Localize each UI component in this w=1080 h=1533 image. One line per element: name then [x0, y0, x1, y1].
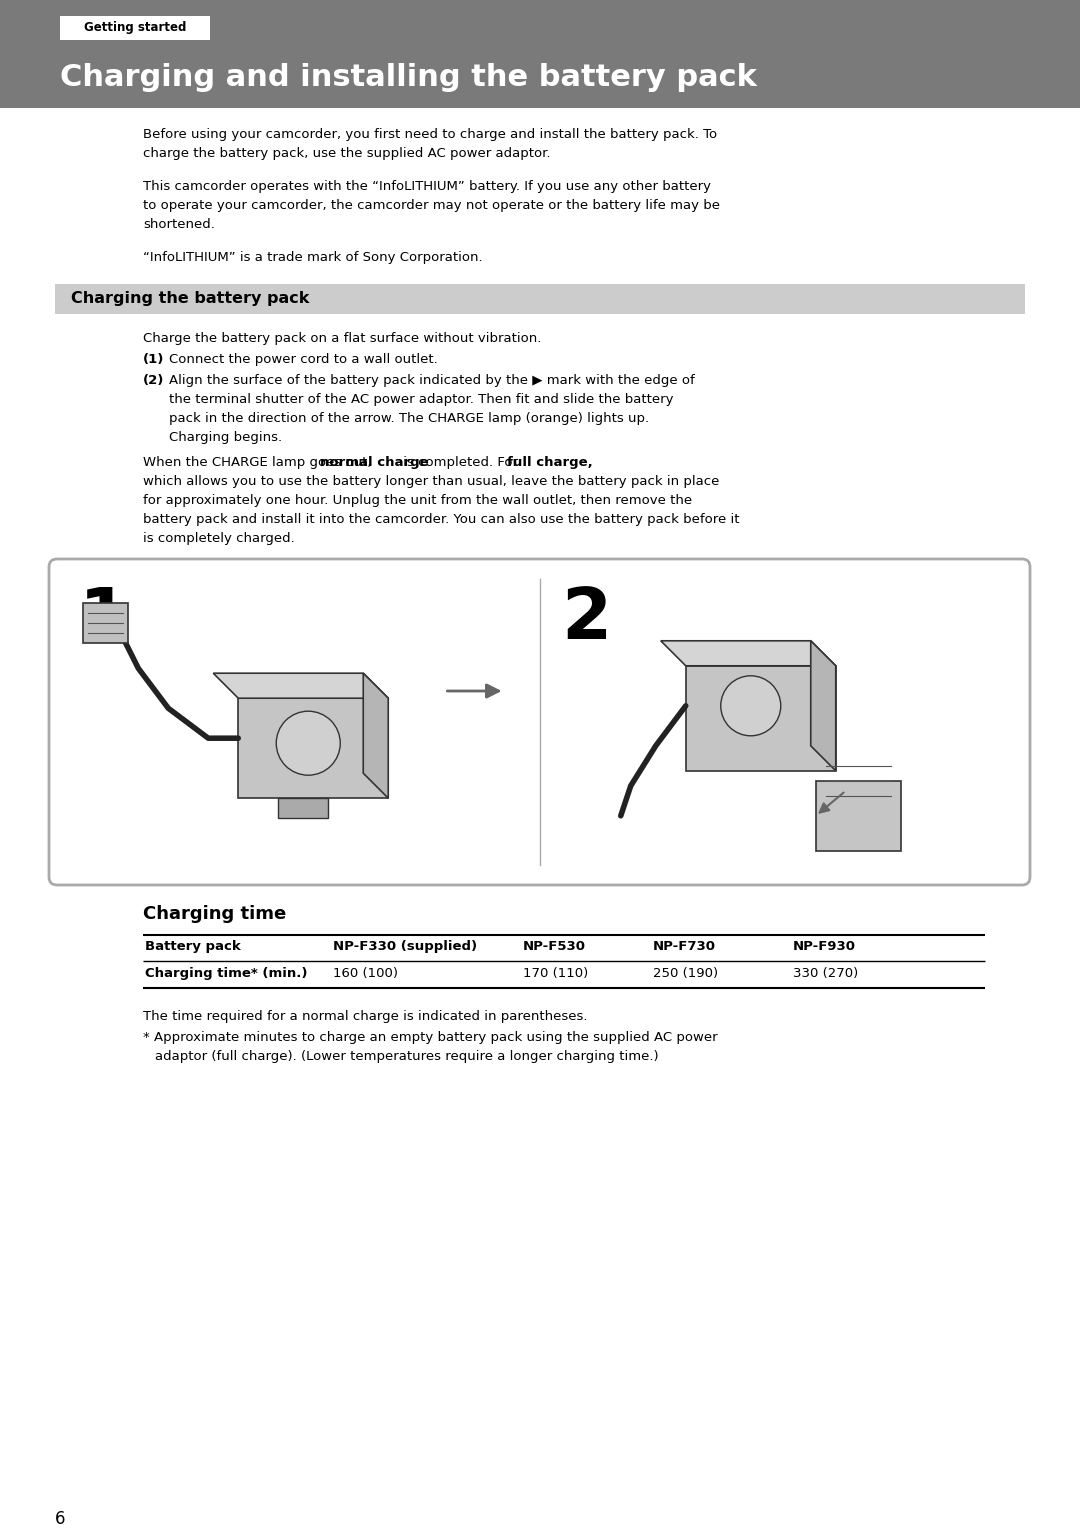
Text: 6: 6: [55, 1510, 66, 1528]
Text: Battery pack: Battery pack: [145, 940, 241, 954]
Text: Charging begins.: Charging begins.: [168, 431, 282, 445]
Text: is completed. For: is completed. For: [399, 455, 523, 469]
Text: pack in the direction of the arrow. The CHARGE lamp (orange) lights up.: pack in the direction of the arrow. The …: [168, 412, 649, 425]
Polygon shape: [279, 799, 328, 819]
Text: NP-F930: NP-F930: [793, 940, 856, 954]
Polygon shape: [815, 780, 901, 851]
Text: The time required for a normal charge is indicated in parentheses.: The time required for a normal charge is…: [143, 1010, 588, 1023]
Text: 2: 2: [562, 586, 611, 655]
Polygon shape: [661, 641, 836, 665]
Text: Before using your camcorder, you first need to charge and install the battery pa: Before using your camcorder, you first n…: [143, 127, 717, 141]
Text: Charging and installing the battery pack: Charging and installing the battery pack: [60, 63, 757, 92]
Polygon shape: [239, 698, 388, 799]
Bar: [60, 15, 210, 40]
Bar: [55, 284, 1025, 314]
Text: “InfoLITHIUM” is a trade mark of Sony Corporation.: “InfoLITHIUM” is a trade mark of Sony Co…: [143, 251, 483, 264]
Text: NP-F530: NP-F530: [523, 940, 586, 954]
Text: full charge,: full charge,: [508, 455, 593, 469]
Text: Charging time* (min.): Charging time* (min.): [145, 967, 308, 980]
Text: charge the battery pack, use the supplied AC power adaptor.: charge the battery pack, use the supplie…: [143, 147, 551, 159]
Text: is completely charged.: is completely charged.: [143, 532, 295, 546]
Polygon shape: [363, 673, 388, 799]
Text: 250 (190): 250 (190): [653, 967, 718, 980]
Text: 160 (100): 160 (100): [333, 967, 399, 980]
Text: * Approximate minutes to charge an empty battery pack using the supplied AC powe: * Approximate minutes to charge an empty…: [143, 1032, 717, 1044]
Text: Align the surface of the battery pack indicated by the ▶ mark with the edge of: Align the surface of the battery pack in…: [168, 374, 694, 386]
Text: 330 (270): 330 (270): [793, 967, 859, 980]
Text: When the CHARGE lamp goes out,: When the CHARGE lamp goes out,: [143, 455, 376, 469]
Circle shape: [720, 676, 781, 736]
Text: 170 (110): 170 (110): [523, 967, 589, 980]
Text: (1): (1): [143, 353, 164, 366]
Text: NP-F730: NP-F730: [653, 940, 716, 954]
Text: shortened.: shortened.: [143, 218, 215, 231]
Text: Getting started: Getting started: [84, 21, 186, 35]
Text: Connect the power cord to a wall outlet.: Connect the power cord to a wall outlet.: [168, 353, 437, 366]
Text: adaptor (full charge). (Lower temperatures require a longer charging time.): adaptor (full charge). (Lower temperatur…: [156, 1050, 659, 1062]
Text: Charging time: Charging time: [143, 904, 286, 923]
Polygon shape: [213, 673, 388, 698]
FancyBboxPatch shape: [49, 560, 1030, 885]
Text: to operate your camcorder, the camcorder may not operate or the battery life may: to operate your camcorder, the camcorder…: [143, 199, 720, 212]
Text: which allows you to use the battery longer than usual, leave the battery pack in: which allows you to use the battery long…: [143, 475, 719, 487]
Polygon shape: [686, 665, 836, 771]
Text: 1: 1: [79, 586, 130, 655]
Circle shape: [276, 711, 340, 776]
Text: for approximately one hour. Unplug the unit from the wall outlet, then remove th: for approximately one hour. Unplug the u…: [143, 494, 692, 507]
Text: normal charge: normal charge: [320, 455, 429, 469]
Bar: [0, 0, 1080, 107]
Text: the terminal shutter of the AC power adaptor. Then fit and slide the battery: the terminal shutter of the AC power ada…: [168, 392, 674, 406]
Text: NP-F330 (supplied): NP-F330 (supplied): [333, 940, 477, 954]
Text: Charge the battery pack on a flat surface without vibration.: Charge the battery pack on a flat surfac…: [143, 333, 541, 345]
Text: This camcorder operates with the “InfoLITHIUM” battery. If you use any other bat: This camcorder operates with the “InfoLI…: [143, 179, 711, 193]
Text: Charging the battery pack: Charging the battery pack: [71, 291, 309, 307]
Polygon shape: [83, 602, 129, 644]
Polygon shape: [811, 641, 836, 771]
Text: battery pack and install it into the camcorder. You can also use the battery pac: battery pack and install it into the cam…: [143, 514, 740, 526]
Text: (2): (2): [143, 374, 164, 386]
